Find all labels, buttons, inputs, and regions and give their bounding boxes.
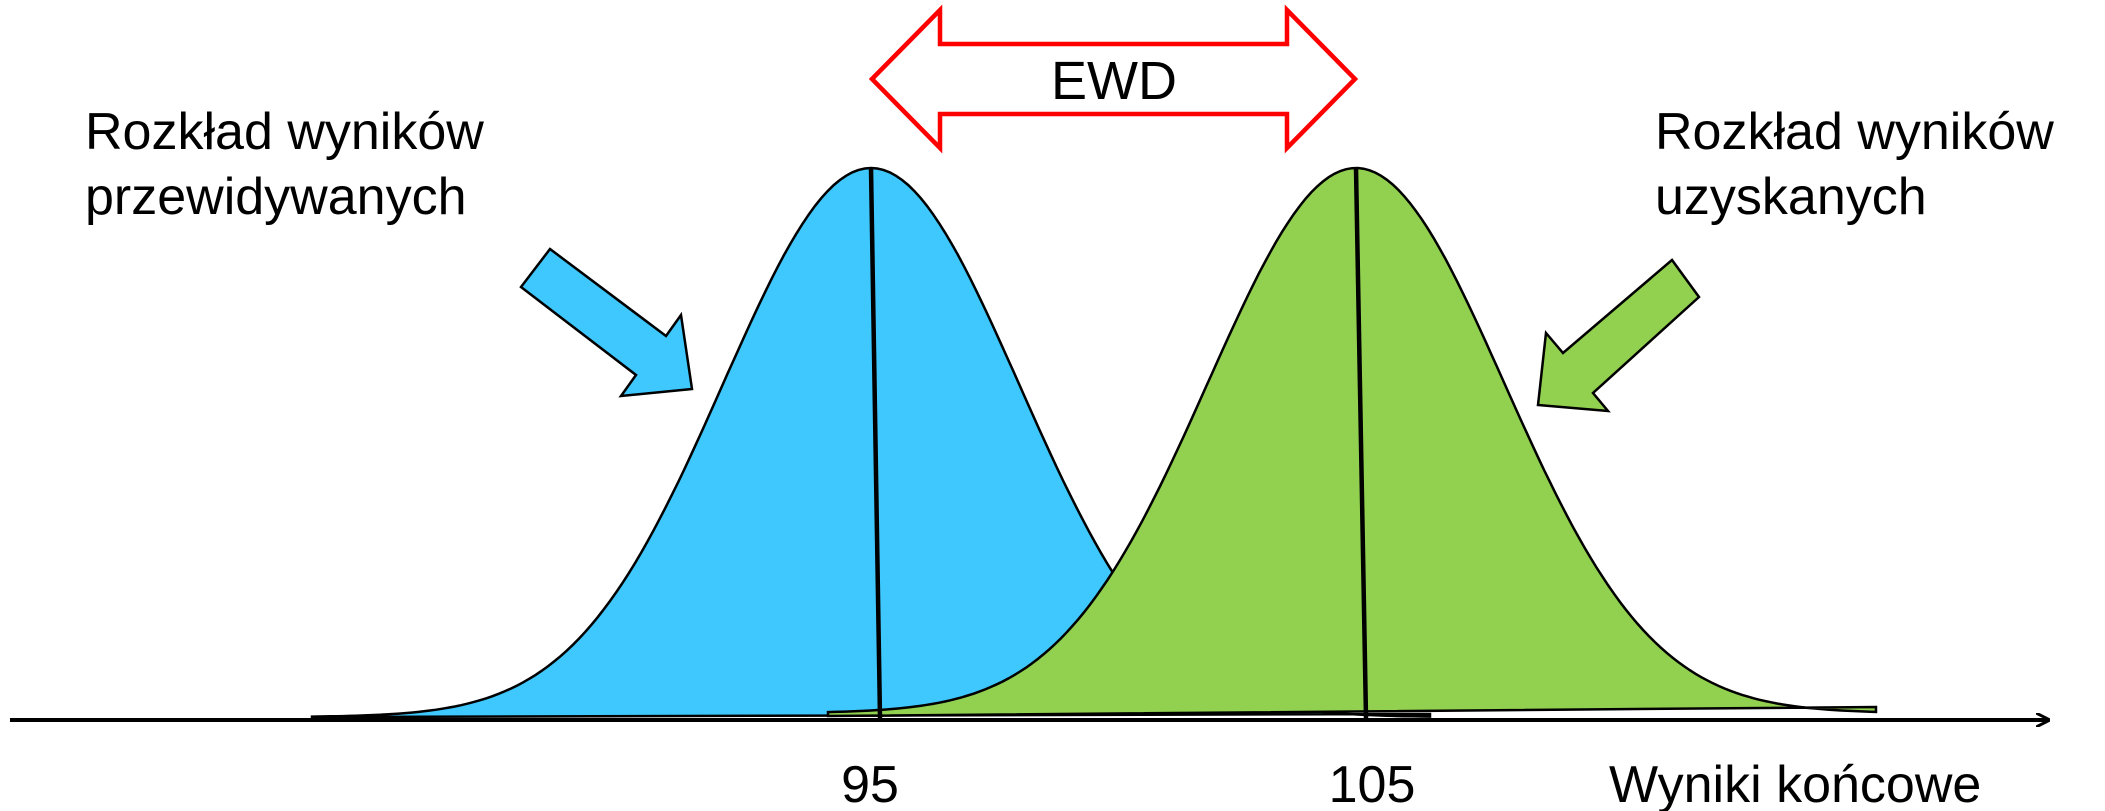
ewd-double-arrow bbox=[868, 4, 1359, 154]
obtained-label-line1: Rozkład wyników bbox=[1655, 103, 2054, 161]
obtained-pointer-arrow bbox=[1536, 258, 1701, 413]
axis-title: Wyniki końcowe bbox=[1609, 756, 1981, 811]
tick-label-105: 105 bbox=[1329, 756, 1416, 811]
obtained-label-line2: uzyskanych bbox=[1655, 168, 1927, 226]
predicted-label-line1: Rozkład wyników bbox=[85, 103, 484, 161]
predicted-label-line2: przewidywanych bbox=[85, 168, 467, 226]
predicted-mean-line bbox=[868, 167, 883, 719]
ewd-label: EWD bbox=[1051, 51, 1177, 111]
tick-label-95: 95 bbox=[841, 756, 899, 811]
predicted-pointer-arrow bbox=[519, 247, 694, 398]
obtained-distribution-curve bbox=[826, 166, 1878, 718]
obtained-mean-line bbox=[1353, 167, 1369, 719]
